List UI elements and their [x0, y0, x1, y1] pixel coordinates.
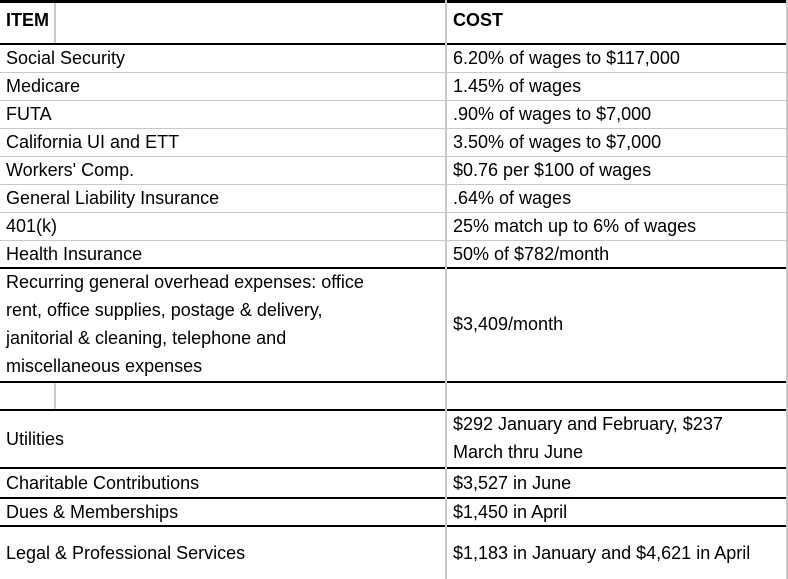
overhead-item-line: miscellaneous expenses	[6, 356, 203, 376]
item-cell: Legal & Professional Services	[6, 543, 246, 563]
item-cell: Dues & Memberships	[6, 502, 179, 522]
row-divider	[0, 409, 788, 411]
overhead-cost: $3,409/month	[453, 314, 564, 334]
row-divider	[0, 128, 788, 129]
row-divider	[0, 381, 788, 383]
row-divider	[0, 100, 788, 101]
cost-cell-line: $292 January and February, $237	[453, 414, 723, 434]
row-divider	[0, 212, 788, 213]
cost-cell: $0.76 per $100 of wages	[453, 160, 652, 180]
item-cell: General Liability Insurance	[6, 188, 220, 208]
item-cell: Charitable Contributions	[6, 473, 200, 493]
right-border	[786, 0, 788, 579]
item-cell: Health Insurance	[6, 244, 143, 264]
cost-cell-line: March thru June	[453, 442, 584, 462]
row-divider	[0, 267, 788, 269]
overhead-item-line: Recurring general overhead expenses: off…	[6, 272, 364, 292]
cost-cell: .64% of wages	[453, 188, 572, 208]
item-cell: FUTA	[6, 104, 52, 124]
row-divider	[0, 240, 788, 241]
cost-cell: 1.45% of wages	[453, 76, 582, 96]
item-cell: Utilities	[6, 429, 65, 449]
row-divider	[0, 72, 788, 73]
row-divider	[0, 525, 788, 527]
cost-cell: 25% match up to 6% of wages	[453, 216, 697, 236]
row-divider	[0, 467, 788, 469]
row-divider	[0, 497, 788, 499]
item-cell: 401(k)	[6, 216, 58, 236]
table-top-border	[0, 0, 788, 3]
overhead-item-line: rent, office supplies, postage & deliver…	[6, 300, 323, 320]
column-divider	[54, 383, 56, 409]
cost-cell: .90% of wages to $7,000	[453, 104, 652, 124]
cost-cell: 50% of $782/month	[453, 244, 610, 264]
item-cell: Workers' Comp.	[6, 160, 135, 180]
cost-cell: $3,527 in June	[453, 473, 572, 493]
item-cell: Social Security	[6, 48, 126, 68]
header-cost: COST	[453, 10, 504, 30]
cost-cell: $1,450 in April	[453, 502, 568, 522]
header-divider	[0, 43, 788, 45]
row-divider	[0, 184, 788, 185]
header-item: ITEM	[6, 10, 49, 30]
row-divider	[0, 156, 788, 157]
cost-cell: 6.20% of wages to $117,000	[453, 48, 680, 68]
overhead-item-line: janitorial & cleaning, telephone and	[6, 328, 287, 348]
cost-cell: $1,183 in January and $4,621 in April	[453, 543, 751, 563]
item-cell: Medicare	[6, 76, 81, 96]
column-divider	[445, 0, 447, 579]
cost-cell: 3.50% of wages to $7,000	[453, 132, 662, 152]
column-divider	[54, 3, 56, 43]
item-cell: California UI and ETT	[6, 132, 180, 152]
